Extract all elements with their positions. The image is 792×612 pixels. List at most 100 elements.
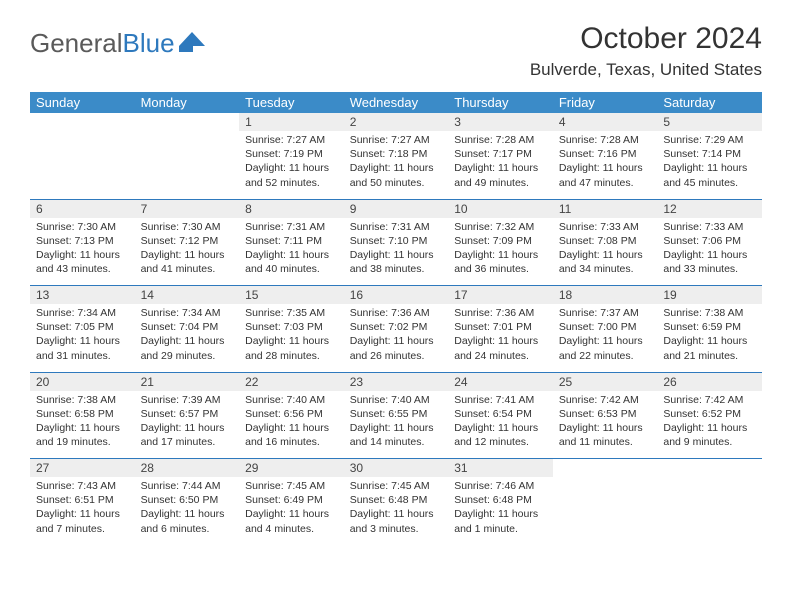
day-number: 18 xyxy=(553,286,658,304)
daylight-text: Daylight: 11 hours and 16 minutes. xyxy=(245,421,338,449)
day-cell: 25Sunrise: 7:42 AMSunset: 6:53 PMDayligh… xyxy=(553,373,658,459)
day-number: 8 xyxy=(239,200,344,218)
day-body: Sunrise: 7:40 AMSunset: 6:56 PMDaylight:… xyxy=(239,391,344,454)
sunrise-text: Sunrise: 7:36 AM xyxy=(454,306,547,320)
day-cell xyxy=(553,459,658,545)
dow-sun: Sunday xyxy=(30,92,135,113)
day-body: Sunrise: 7:33 AMSunset: 7:06 PMDaylight:… xyxy=(657,218,762,281)
day-number: 23 xyxy=(344,373,449,391)
day-cell: 15Sunrise: 7:35 AMSunset: 7:03 PMDayligh… xyxy=(239,286,344,372)
daylight-text: Daylight: 11 hours and 36 minutes. xyxy=(454,248,547,276)
day-number: 21 xyxy=(135,373,240,391)
sunset-text: Sunset: 7:00 PM xyxy=(559,320,652,334)
day-body: Sunrise: 7:38 AMSunset: 6:58 PMDaylight:… xyxy=(30,391,135,454)
day-number: 7 xyxy=(135,200,240,218)
day-cell: 22Sunrise: 7:40 AMSunset: 6:56 PMDayligh… xyxy=(239,373,344,459)
sunrise-text: Sunrise: 7:43 AM xyxy=(36,479,129,493)
sunset-text: Sunset: 7:10 PM xyxy=(350,234,443,248)
daylight-text: Daylight: 11 hours and 40 minutes. xyxy=(245,248,338,276)
week-row: 1Sunrise: 7:27 AMSunset: 7:19 PMDaylight… xyxy=(30,113,762,199)
daylight-text: Daylight: 11 hours and 33 minutes. xyxy=(663,248,756,276)
sunrise-text: Sunrise: 7:37 AM xyxy=(559,306,652,320)
header: GeneralBlue October 2024 Bulverde, Texas… xyxy=(30,22,762,80)
sunset-text: Sunset: 7:18 PM xyxy=(350,147,443,161)
sunset-text: Sunset: 7:04 PM xyxy=(141,320,234,334)
sunset-text: Sunset: 7:09 PM xyxy=(454,234,547,248)
day-body: Sunrise: 7:45 AMSunset: 6:49 PMDaylight:… xyxy=(239,477,344,540)
day-number: 31 xyxy=(448,459,553,477)
sunrise-text: Sunrise: 7:40 AM xyxy=(350,393,443,407)
day-number: 24 xyxy=(448,373,553,391)
sunrise-text: Sunrise: 7:38 AM xyxy=(663,306,756,320)
week-row: 13Sunrise: 7:34 AMSunset: 7:05 PMDayligh… xyxy=(30,286,762,372)
sunset-text: Sunset: 6:50 PM xyxy=(141,493,234,507)
day-cell: 30Sunrise: 7:45 AMSunset: 6:48 PMDayligh… xyxy=(344,459,449,545)
week-row: 6Sunrise: 7:30 AMSunset: 7:13 PMDaylight… xyxy=(30,200,762,286)
day-cell: 28Sunrise: 7:44 AMSunset: 6:50 PMDayligh… xyxy=(135,459,240,545)
sunset-text: Sunset: 6:52 PM xyxy=(663,407,756,421)
sunset-text: Sunset: 6:56 PM xyxy=(245,407,338,421)
sunset-text: Sunset: 7:06 PM xyxy=(663,234,756,248)
daylight-text: Daylight: 11 hours and 28 minutes. xyxy=(245,334,338,362)
sunset-text: Sunset: 7:19 PM xyxy=(245,147,338,161)
sunrise-text: Sunrise: 7:29 AM xyxy=(663,133,756,147)
dow-tue: Tuesday xyxy=(239,92,344,113)
daylight-text: Daylight: 11 hours and 21 minutes. xyxy=(663,334,756,362)
month-title: October 2024 xyxy=(530,22,762,56)
sunset-text: Sunset: 6:54 PM xyxy=(454,407,547,421)
sunset-text: Sunset: 7:16 PM xyxy=(559,147,652,161)
sunrise-text: Sunrise: 7:32 AM xyxy=(454,220,547,234)
day-cell xyxy=(657,459,762,545)
day-number: 19 xyxy=(657,286,762,304)
daylight-text: Daylight: 11 hours and 34 minutes. xyxy=(559,248,652,276)
sunrise-text: Sunrise: 7:33 AM xyxy=(663,220,756,234)
day-cell: 27Sunrise: 7:43 AMSunset: 6:51 PMDayligh… xyxy=(30,459,135,545)
day-cell: 26Sunrise: 7:42 AMSunset: 6:52 PMDayligh… xyxy=(657,373,762,459)
day-body: Sunrise: 7:28 AMSunset: 7:17 PMDaylight:… xyxy=(448,131,553,194)
day-cell: 8Sunrise: 7:31 AMSunset: 7:11 PMDaylight… xyxy=(239,200,344,286)
day-body: Sunrise: 7:38 AMSunset: 6:59 PMDaylight:… xyxy=(657,304,762,367)
daylight-text: Daylight: 11 hours and 6 minutes. xyxy=(141,507,234,535)
day-cell: 24Sunrise: 7:41 AMSunset: 6:54 PMDayligh… xyxy=(448,373,553,459)
dow-thu: Thursday xyxy=(448,92,553,113)
day-cell: 7Sunrise: 7:30 AMSunset: 7:12 PMDaylight… xyxy=(135,200,240,286)
day-body: Sunrise: 7:36 AMSunset: 7:02 PMDaylight:… xyxy=(344,304,449,367)
week-row: 20Sunrise: 7:38 AMSunset: 6:58 PMDayligh… xyxy=(30,373,762,459)
day-body: Sunrise: 7:43 AMSunset: 6:51 PMDaylight:… xyxy=(30,477,135,540)
sunset-text: Sunset: 6:51 PM xyxy=(36,493,129,507)
day-body: Sunrise: 7:36 AMSunset: 7:01 PMDaylight:… xyxy=(448,304,553,367)
sunset-text: Sunset: 6:53 PM xyxy=(559,407,652,421)
daylight-text: Daylight: 11 hours and 24 minutes. xyxy=(454,334,547,362)
daylight-text: Daylight: 11 hours and 49 minutes. xyxy=(454,161,547,189)
dow-sat: Saturday xyxy=(657,92,762,113)
sunrise-text: Sunrise: 7:27 AM xyxy=(245,133,338,147)
flag-icon xyxy=(179,28,205,59)
day-cell: 14Sunrise: 7:34 AMSunset: 7:04 PMDayligh… xyxy=(135,286,240,372)
day-cell: 31Sunrise: 7:46 AMSunset: 6:48 PMDayligh… xyxy=(448,459,553,545)
sunrise-text: Sunrise: 7:31 AM xyxy=(350,220,443,234)
day-body: Sunrise: 7:27 AMSunset: 7:19 PMDaylight:… xyxy=(239,131,344,194)
day-body: Sunrise: 7:46 AMSunset: 6:48 PMDaylight:… xyxy=(448,477,553,540)
day-body: Sunrise: 7:40 AMSunset: 6:55 PMDaylight:… xyxy=(344,391,449,454)
dow-fri: Friday xyxy=(553,92,658,113)
day-number: 22 xyxy=(239,373,344,391)
daylight-text: Daylight: 11 hours and 45 minutes. xyxy=(663,161,756,189)
day-body: Sunrise: 7:32 AMSunset: 7:09 PMDaylight:… xyxy=(448,218,553,281)
sunset-text: Sunset: 7:03 PM xyxy=(245,320,338,334)
daylight-text: Daylight: 11 hours and 22 minutes. xyxy=(559,334,652,362)
day-number: 26 xyxy=(657,373,762,391)
day-cell: 23Sunrise: 7:40 AMSunset: 6:55 PMDayligh… xyxy=(344,373,449,459)
day-body: Sunrise: 7:34 AMSunset: 7:05 PMDaylight:… xyxy=(30,304,135,367)
sunrise-text: Sunrise: 7:34 AM xyxy=(141,306,234,320)
daylight-text: Daylight: 11 hours and 4 minutes. xyxy=(245,507,338,535)
day-body: Sunrise: 7:35 AMSunset: 7:03 PMDaylight:… xyxy=(239,304,344,367)
logo: GeneralBlue xyxy=(30,28,205,59)
day-number: 4 xyxy=(553,113,658,131)
day-number: 25 xyxy=(553,373,658,391)
day-number: 9 xyxy=(344,200,449,218)
day-number: 28 xyxy=(135,459,240,477)
day-cell: 29Sunrise: 7:45 AMSunset: 6:49 PMDayligh… xyxy=(239,459,344,545)
day-cell xyxy=(135,113,240,199)
sunset-text: Sunset: 7:05 PM xyxy=(36,320,129,334)
sunrise-text: Sunrise: 7:28 AM xyxy=(559,133,652,147)
